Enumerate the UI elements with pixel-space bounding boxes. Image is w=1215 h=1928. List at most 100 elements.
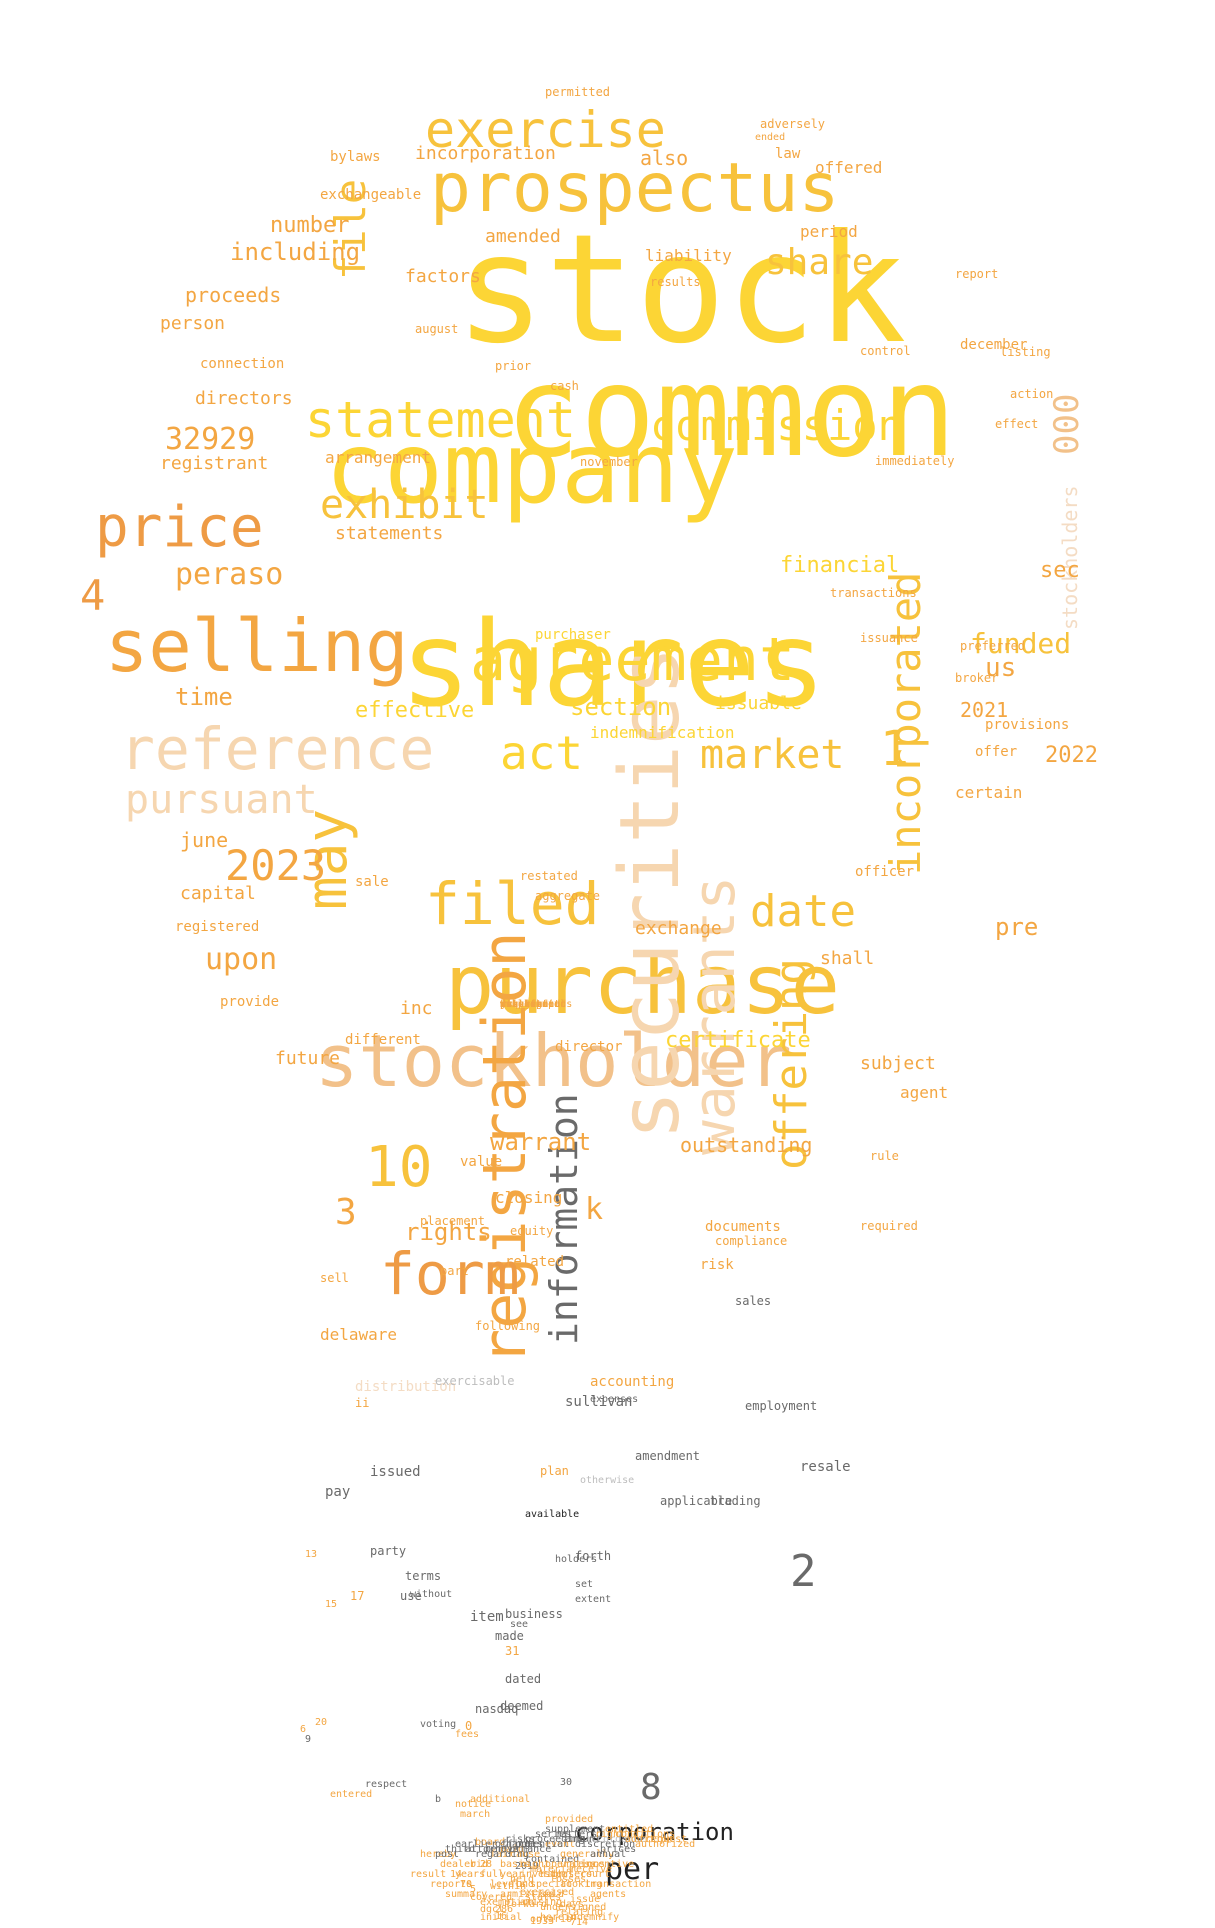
word-77: indemnification [590,723,735,742]
word-190: arising [520,1897,563,1908]
word-56: 2022 [1045,743,1098,768]
word-165: party [370,1544,407,1558]
word-155: respect [365,1779,408,1790]
word-216: herein [540,1912,577,1923]
word-219: operations [545,1859,606,1870]
word-115: adversely [760,117,826,131]
word-30: 10 [365,1135,433,1200]
word-135: ii [355,1396,370,1410]
word-277: accelerated [500,999,567,1010]
word-151: nasdaq [475,1702,519,1716]
word-14: statement [305,391,576,449]
word-169: 15 [325,1599,338,1610]
word-4: prospectus [430,149,840,228]
word-51: us [985,653,1017,683]
word-176: provided [545,1814,594,1825]
word-50: sec [1040,558,1080,583]
word-142: amendment [635,1449,701,1463]
word-1: common [505,340,957,485]
word-92: officer [855,864,915,880]
word-158: item [470,1609,504,1625]
word-265: entitled [605,1824,654,1835]
word-242: losses [550,1874,587,1885]
word-101: transactions [830,586,917,600]
word-144: applicable [660,1494,733,1508]
word-255: risks [505,1834,536,1845]
word-3: company [325,412,739,526]
word-59: number [270,213,350,238]
word-19: form [380,1240,520,1308]
word-27: share [765,242,874,283]
word-57: 2021 [960,698,1009,722]
word-195: 286 [495,1904,514,1915]
word-282: complete [500,999,549,1010]
word-185: b [435,1794,442,1805]
word-221: hereby [420,1849,457,1860]
word-40: 4 [80,571,106,620]
word-36: funded [970,627,1072,660]
word-126: value [460,1154,503,1170]
word-244: receive [570,1864,613,1875]
word-166: pay [325,1484,351,1500]
word-104: action [1010,387,1054,401]
word-32: peraso [175,557,284,592]
word-138: otherwise [580,1475,635,1486]
word-203: court [580,1869,611,1880]
word-236: fair [490,1849,515,1860]
word-239: night [520,1859,551,1870]
word-2: shares [400,595,827,733]
word-209: armistice [500,1889,555,1900]
word-262: discretion [575,1839,636,1850]
word-259: supplement [545,1824,606,1835]
word-258: series [535,1829,572,1840]
word-13: exercise [425,101,666,159]
word-232: 14 [450,1869,463,1880]
word-25: market [700,732,845,778]
word-230: fund [510,1879,535,1890]
word-270: james [500,999,531,1010]
word-168: 17 [350,1589,365,1603]
word-111: august [415,322,459,336]
word-159: terms [405,1569,442,1583]
word-204: transaction [585,1879,652,1890]
word-85: capital [180,883,256,904]
word-183: contained [525,1854,580,1865]
word-108: immediately [875,454,955,468]
word-154: voting [420,1719,457,1730]
word-267: addition [625,1834,674,1845]
word-162: holders [555,1554,598,1565]
word-289: ownership [500,999,555,1010]
word-186: years [455,1869,486,1880]
word-83: agent [900,1083,949,1102]
word-37: 1 [880,721,909,777]
word-163: extent [575,1594,612,1605]
word-226: bid [470,1859,489,1870]
word-94: aggregate [535,889,601,903]
word-227: year [500,1869,525,1880]
word-188: exercised [520,1887,575,1898]
word-39: 8 [640,1767,662,1808]
word-235: 28 [480,1859,493,1870]
word-256: potential [515,1839,570,1850]
word-146: exercisable [435,1374,515,1388]
word-241: high [540,1869,565,1880]
word-199: dgcl [480,1904,505,1915]
word-223: generally [560,1849,615,1860]
word-76: issuable [715,693,802,714]
word-120: equity [510,1224,554,1238]
word-118: purchaser [535,627,611,643]
word-112: cash [550,379,579,393]
word-201: reports [430,1879,473,1890]
word-125: rule [870,1149,899,1163]
word-110: connection [200,356,285,372]
word-78: exchange [635,918,722,939]
word-131: related [505,1254,565,1270]
word-254: officers [495,1839,544,1850]
word-181: fees [455,1729,480,1740]
word-105: listing [1000,345,1051,359]
word-288: net [500,999,519,1010]
word-130: delaware [320,1325,398,1344]
word-207: exemption [480,1897,535,1908]
word-88: sale [355,874,389,890]
word-264: right [595,1829,626,1840]
